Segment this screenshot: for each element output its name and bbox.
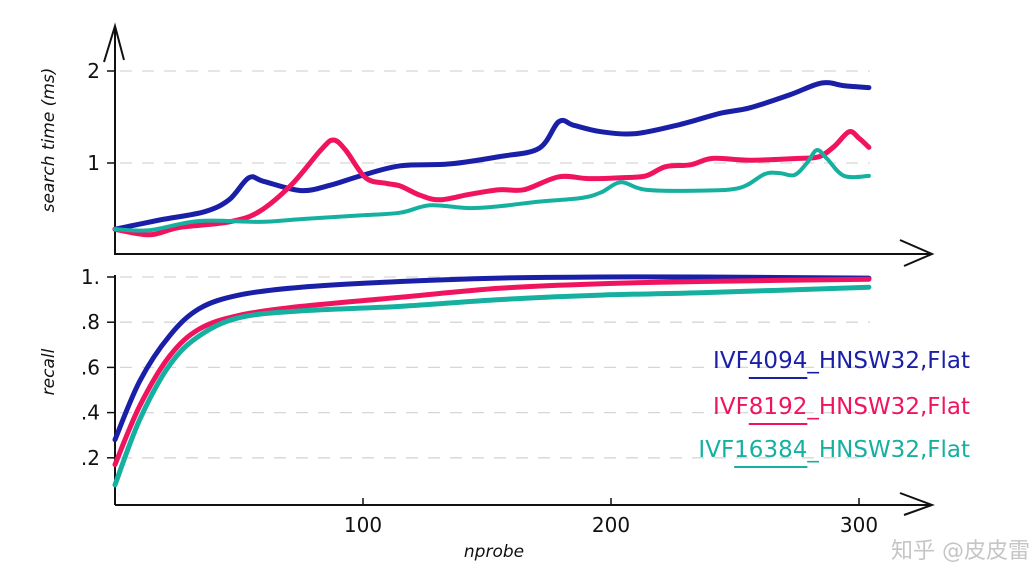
recall-series-line-1: [112, 276, 872, 468]
x-tick-label: 200: [592, 513, 630, 537]
legend-entry: IVF4094_HNSW32,Flat: [713, 348, 970, 374]
y-tick-label: .4: [81, 401, 100, 425]
y-tick-label: 1: [87, 151, 100, 175]
recall-series-line-0: [112, 274, 872, 443]
top-x-axis: [115, 239, 935, 267]
y-tick-label: .8: [81, 310, 100, 334]
x-axis-label: nprobe: [464, 542, 524, 562]
x-tick-label: 300: [840, 513, 878, 537]
legend-number: 8192: [749, 394, 808, 420]
top-y-axis-label: search time (ms): [39, 68, 59, 213]
legend-number: 4094: [749, 348, 808, 374]
recall-series-line-2: [112, 284, 872, 488]
y-tick-label: 2: [87, 59, 100, 83]
legend-number: 16384: [734, 437, 807, 463]
top-y-axis: [103, 22, 125, 255]
y-tick-label: .6: [81, 355, 100, 379]
bottom-y-axis-label: recall: [39, 348, 59, 395]
x-tick-label: 100: [344, 513, 382, 537]
time-series-line-1: [112, 129, 872, 238]
time-series-line-0: [112, 80, 872, 232]
bottom-x-axis: [115, 492, 935, 516]
y-tick-label: .2: [81, 446, 100, 470]
legend-entry: IVF16384_HNSW32,Flat: [698, 437, 970, 463]
time-series-line-2: [113, 148, 871, 233]
watermark: 知乎 @皮皮雷: [891, 539, 1030, 564]
legend-entry: IVF8192_HNSW32,Flat: [713, 394, 970, 420]
y-tick-label: 1.: [81, 265, 100, 289]
